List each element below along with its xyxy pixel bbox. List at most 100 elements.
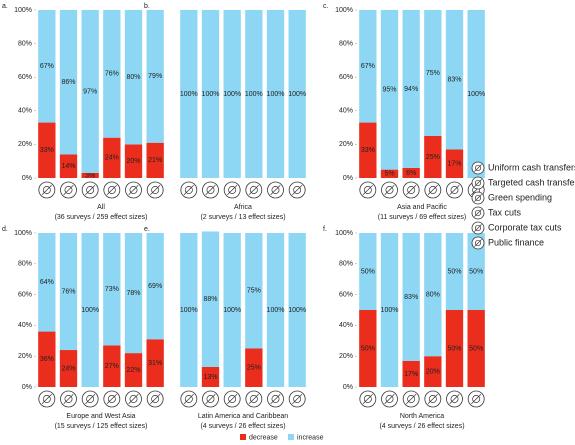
value-label: 76% [61,288,75,295]
panel-label: f. [323,226,327,233]
panel-title: Africa [234,204,252,211]
y-tick-label: 0% [343,384,353,391]
bar-segment [402,360,420,387]
icon [474,164,482,172]
icon [449,184,460,196]
bar-segment [424,136,442,178]
bar-segment [266,233,285,387]
bar-segment [424,356,442,387]
icon [86,186,95,194]
panel-title: Europe and West Asia [66,413,135,420]
bar-segment [38,10,56,123]
y-tick-label: 60% [18,291,32,298]
icon [184,395,193,403]
icon [474,224,482,232]
bar-segment [359,233,377,310]
y-tick-label: 20% [18,141,32,148]
bar-segment [201,10,220,178]
bar-segment [445,310,464,387]
legend-label: Tax cuts [488,207,522,217]
bar-segment [266,10,285,178]
icon [150,184,161,196]
panel-subtitle: (2 surveys / 13 effect sizes) [200,214,285,221]
bar-segment [180,10,198,178]
icon [450,395,459,403]
bar-segment [59,350,78,387]
icon [85,393,96,405]
panel-subtitle: (11 surveys / 69 effect sizes) [378,214,466,221]
y-tick-label: 80% [18,261,32,268]
y-tick-label: 40% [339,108,353,115]
icon [363,186,372,194]
panel-subtitle: (15 surveys / 125 effect sizes) [55,423,148,430]
panel-label: e. [144,226,150,233]
value-label: 100% [267,91,285,98]
panel-subtitle: (4 surveys / 26 effect sizes) [200,423,285,430]
y-tick-label: 40% [339,322,353,329]
bar-segment [180,233,198,387]
icon [64,395,73,403]
icon [471,393,482,405]
icon [474,209,482,217]
y-tick-label: 40% [18,322,32,329]
y-tick-label: 60% [339,291,353,298]
bar-segment [59,154,78,178]
icon [41,393,52,405]
y-tick-label: 40% [18,108,32,115]
bar-segment [402,10,420,168]
bar-segment [59,10,78,155]
y-tick-label: 0% [22,175,32,182]
value-label: 13% [203,374,217,381]
bar-segment [445,149,464,178]
icon [474,179,482,187]
y-tick-label: 20% [339,353,353,360]
icon [183,184,194,196]
value-label: 78% [126,290,140,297]
bar-segment [124,10,143,145]
bar-segment [103,10,121,138]
value-label: 50% [361,345,375,352]
bar-segment [201,366,220,387]
panel-label: d. [2,226,8,233]
bar-segment [124,353,143,387]
value-label: 94% [404,86,418,93]
icon [293,395,302,403]
value-label: 25% [426,154,440,161]
icon [271,395,280,403]
value-label: 67% [40,63,54,70]
y-tick-label: 0% [22,384,32,391]
y-tick-label: 100% [335,7,353,14]
bar-segment [359,122,377,178]
value-label: 100% [467,91,485,98]
bar-segment [467,10,485,178]
icon [427,393,438,405]
y-tick-label: 60% [18,74,32,81]
icon [227,184,238,196]
icon [407,186,416,194]
value-label: 50% [361,268,375,275]
value-label: 95% [382,87,396,94]
bar-segment [81,10,99,173]
bar-segment [124,144,143,178]
icon [385,395,394,403]
panel-label: a. [2,3,8,10]
value-label: 20% [426,368,440,375]
icon [151,395,160,403]
value-label: 50% [469,345,483,352]
value-label: 50% [469,268,483,275]
icon [205,393,216,405]
icon [248,184,259,196]
bar-segment [103,137,121,178]
bar-segment [245,348,263,387]
value-label: 88% [203,296,217,303]
icon [228,186,237,194]
panel-label: b. [144,3,150,10]
bar-segment [38,122,56,178]
panel-title: North America [400,413,444,420]
icon [129,186,138,194]
bar-segment [38,233,56,332]
y-tick-label: 60% [339,74,353,81]
y-tick-label: 80% [339,261,353,268]
bar-segment [359,310,377,387]
